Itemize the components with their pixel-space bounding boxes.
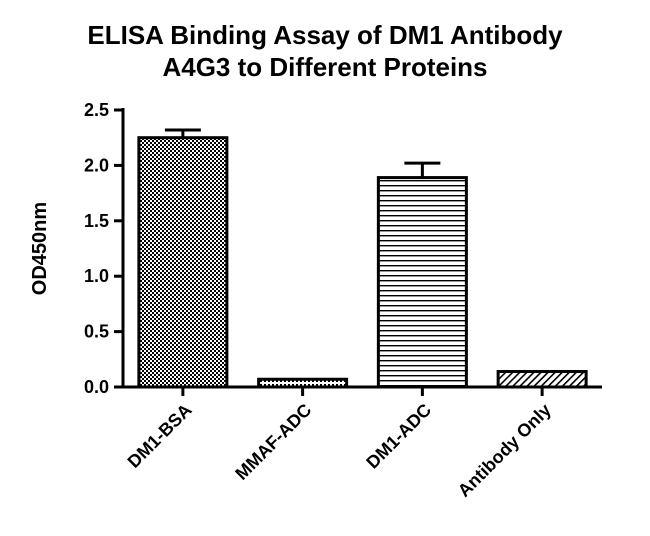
y-tick-label: 2.0 (84, 155, 109, 175)
bars (137, 128, 588, 389)
x-category-label: Antibody Only (454, 400, 555, 501)
y-tick-label: 1.5 (84, 211, 109, 231)
bar (496, 369, 588, 389)
x-category-label: DM1-BSA (124, 400, 196, 472)
y-tick-label: 0.5 (84, 322, 109, 342)
y-tick-label: 0.0 (84, 377, 109, 397)
y-axis-title: OD450nm (29, 202, 51, 295)
bar (137, 136, 229, 389)
labels: 0.0 0.5 1.0 1.5 2.0 2.5 OD450nm DM1-BSA MMAF-ADC… (29, 100, 555, 501)
chart-title-line-1: ELISA Binding Assay of DM1 Antibody (87, 20, 563, 50)
y-tick-label: 2.5 (84, 100, 109, 120)
y-tick-label: 1.0 (84, 266, 109, 286)
x-category-label: DM1-ADC (362, 400, 435, 473)
x-category-label: MMAF-ADC (231, 400, 315, 484)
chart-title-line-2: A4G3 to Different Proteins (162, 52, 488, 82)
bar (376, 176, 468, 389)
bar (257, 377, 349, 389)
